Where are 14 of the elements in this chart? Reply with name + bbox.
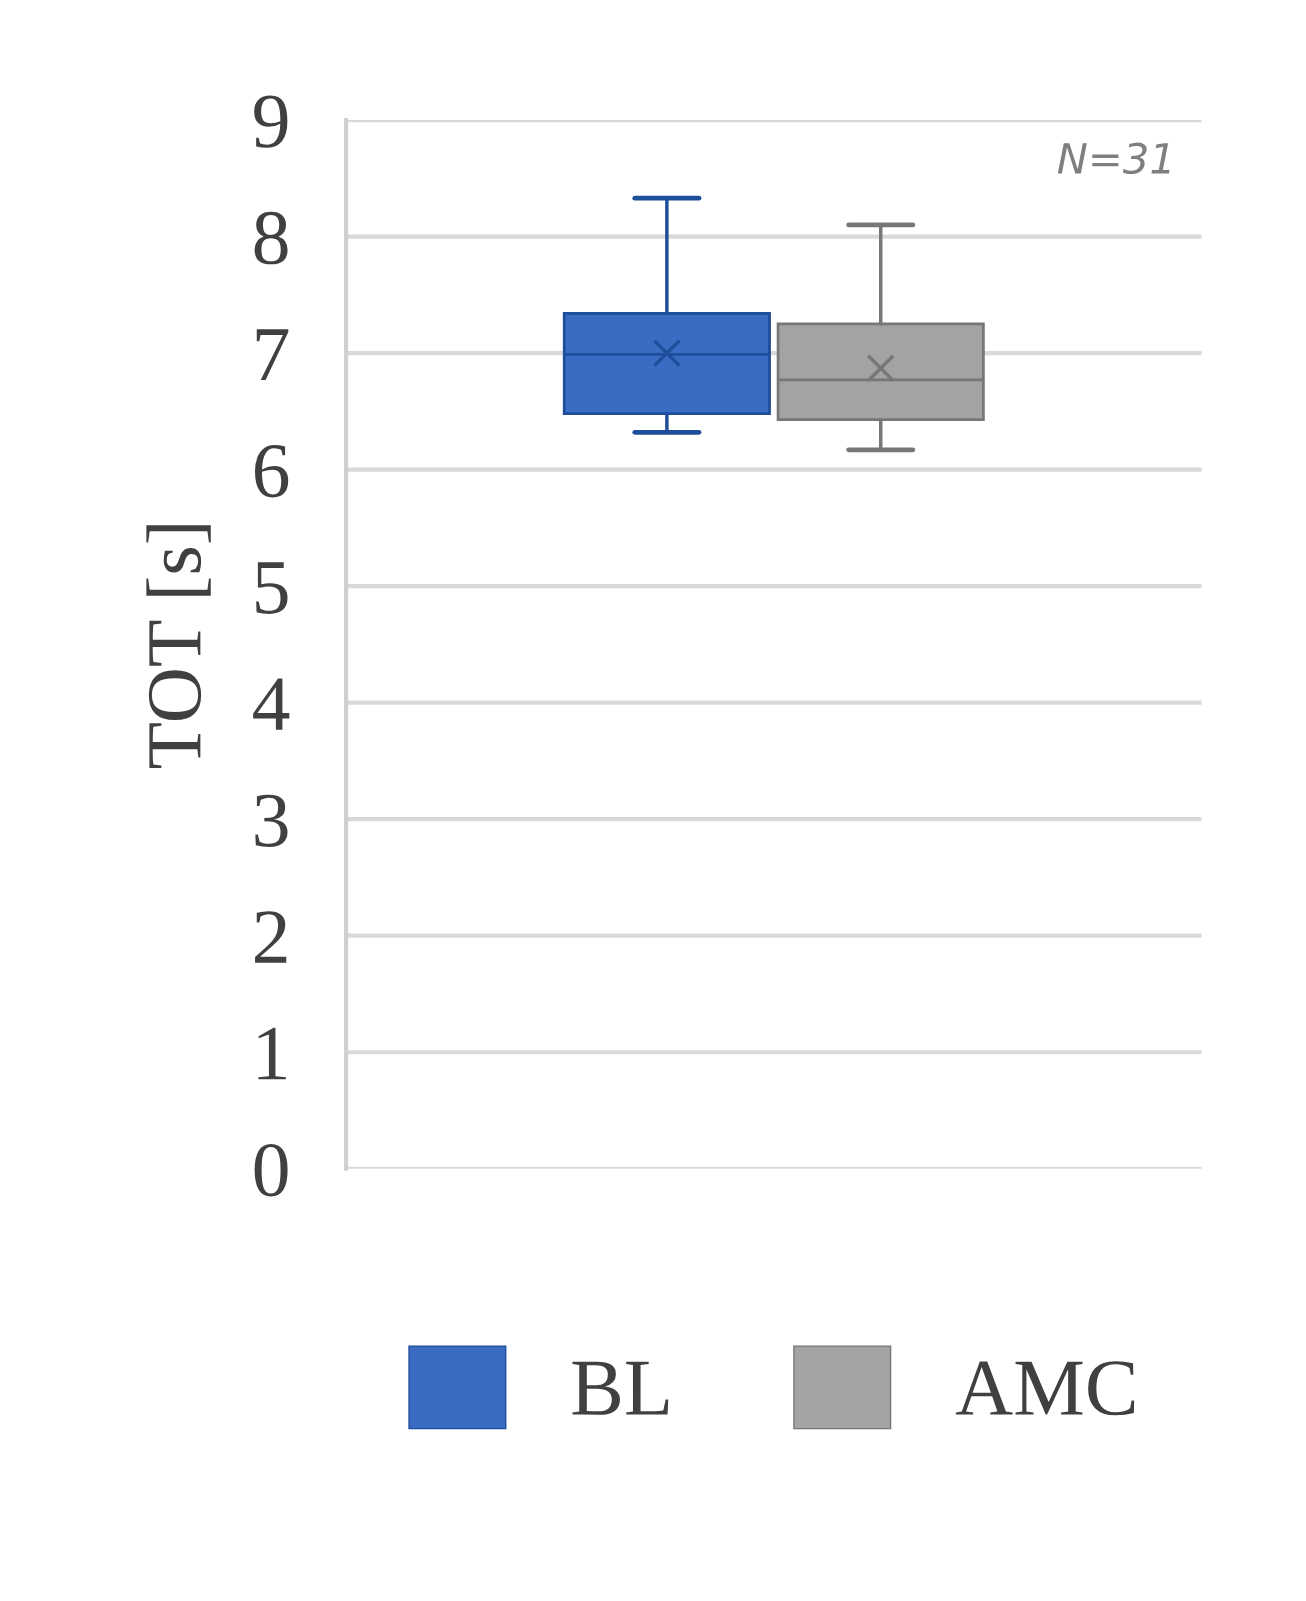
y-tick-label: 8 (254, 211, 288, 265)
annotation: N=31 (1057, 142, 1170, 175)
legend-label: BL (572, 1361, 669, 1415)
y-tick-label: 7 (256, 329, 289, 381)
y-tick-label: 4 (253, 678, 290, 730)
legend-label: AMC (955, 1361, 1135, 1416)
y-tick-label: 9 (254, 95, 288, 148)
y-axis-title: TOT [s] (146, 525, 211, 768)
y-tick-label: 5 (256, 562, 288, 614)
y-tick-label: 2 (255, 911, 287, 963)
y-tick-label: 0 (254, 1143, 288, 1197)
y-tick-label: 6 (254, 445, 289, 498)
y-tick-label: 3 (255, 794, 288, 847)
y-tick-label: 1 (258, 1027, 286, 1080)
